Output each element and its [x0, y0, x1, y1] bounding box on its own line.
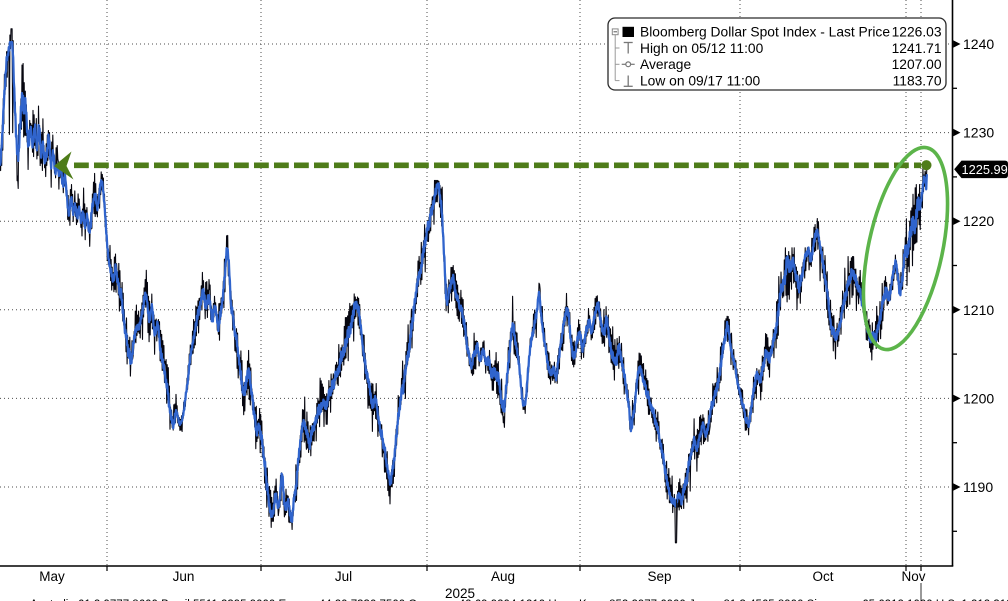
svg-text:Jun: Jun	[173, 569, 195, 584]
svg-text:Jul: Jul	[335, 569, 352, 584]
svg-text:Oct: Oct	[812, 569, 833, 584]
svg-text:1225.99: 1225.99	[962, 162, 1008, 177]
svg-text:1240: 1240	[963, 36, 994, 52]
svg-text:2025: 2025	[445, 586, 475, 601]
svg-text:1230: 1230	[963, 125, 994, 141]
svg-text:Bloomberg Dollar Spot Index -: Bloomberg Dollar Spot Index - Last Price	[640, 25, 890, 40]
svg-text:Nov: Nov	[901, 569, 925, 584]
svg-text:1200: 1200	[963, 390, 994, 406]
svg-text:1241.71: 1241.71	[892, 41, 942, 56]
svg-text:1207.00: 1207.00	[892, 57, 942, 72]
svg-text:1220: 1220	[963, 213, 994, 229]
svg-text:Sep: Sep	[647, 569, 671, 584]
svg-text:Aug: Aug	[491, 569, 515, 584]
svg-text:Australia 61 2 9777 8600 Brazi: Australia 61 2 9777 8600 Brazil 5511 239…	[30, 599, 1008, 601]
svg-text:Average: Average	[640, 57, 691, 72]
svg-text:High on 05/12 11:00: High on 05/12 11:00	[640, 41, 764, 56]
svg-text:Low on 09/17 11:00: Low on 09/17 11:00	[640, 73, 761, 88]
svg-text:1183.70: 1183.70	[893, 73, 942, 88]
svg-text:1226.03: 1226.03	[892, 25, 942, 40]
svg-text:May: May	[39, 569, 65, 584]
svg-text:1210: 1210	[963, 302, 994, 318]
svg-text:1190: 1190	[963, 479, 993, 495]
